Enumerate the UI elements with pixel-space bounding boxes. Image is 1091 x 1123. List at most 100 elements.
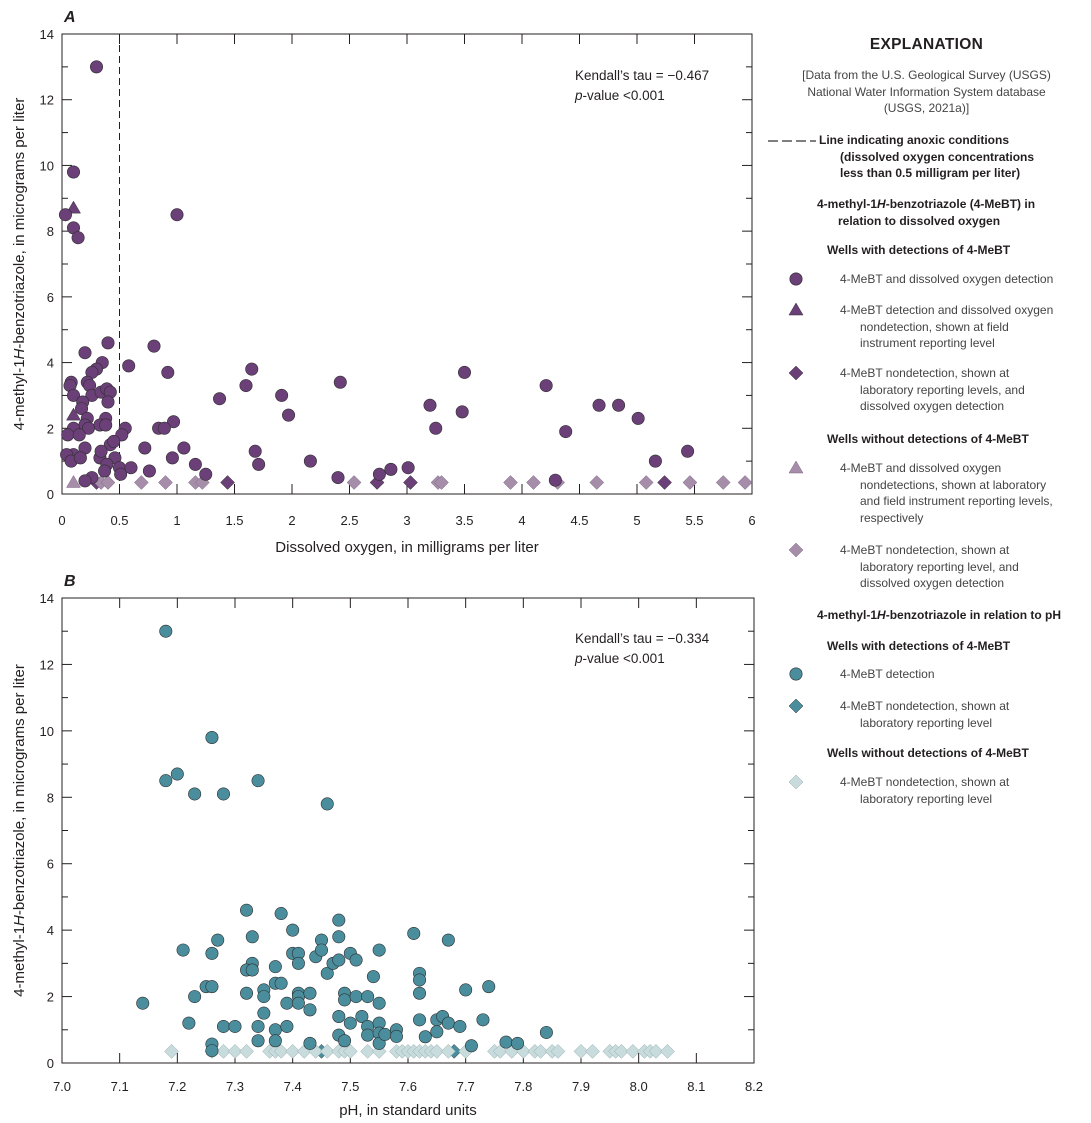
data-point-circle — [240, 903, 254, 917]
y-title-part: 4-methyl-1 — [11, 359, 28, 430]
legend-text: dissolved oxygen detection — [860, 576, 1005, 590]
data-point-circle — [71, 231, 85, 245]
data-point-circle — [78, 346, 92, 360]
data-point-circle — [240, 986, 254, 1000]
data-point-circle — [511, 1036, 525, 1050]
data-point-diamond — [133, 475, 149, 490]
x-tick-label: 3 — [403, 513, 410, 528]
data-point-circle — [124, 461, 138, 475]
legend-text: 4-MeBT and dissolved oxygen detection — [840, 272, 1054, 286]
data-point-diamond — [657, 475, 672, 490]
data-point-circle — [239, 379, 253, 393]
data-point-circle — [430, 1025, 444, 1039]
data-point-circle — [228, 1019, 242, 1033]
y-tick-label: 4 — [47, 923, 54, 938]
data-point-circle — [320, 797, 334, 811]
data-point-diamond — [342, 1044, 358, 1059]
y-tick-label: 10 — [40, 724, 54, 739]
data-point-circle — [274, 976, 288, 990]
data-point-circle — [90, 60, 104, 74]
legend-text: nondetection, shown at field — [860, 319, 1009, 334]
data-point-circle — [216, 787, 230, 801]
data-point-circle — [136, 996, 150, 1010]
x-tick-label: 4 — [518, 513, 525, 528]
data-point-circle — [286, 923, 300, 937]
data-point-circle — [384, 462, 398, 476]
data-point-circle — [453, 1019, 467, 1033]
dashed-line-symbol — [768, 140, 816, 142]
data-point-diamond — [625, 1044, 641, 1059]
data-point-circle — [338, 1034, 352, 1048]
y-tick-label: 6 — [47, 290, 54, 305]
panel-a: 0 0.5 1 1.5 2 2.5 3 3.5 4 4.5 5 5.5 6 0 2 4 6 8 10 12 14 Diss… — [11, 9, 756, 556]
x-tick-label: 8.0 — [630, 1079, 648, 1094]
x-tick-label: 7.7 — [457, 1079, 475, 1094]
data-point-circle — [252, 457, 266, 471]
x-tick-label: 7.6 — [399, 1079, 417, 1094]
y-title-part: H — [11, 348, 28, 359]
data-point-circle — [476, 1013, 490, 1027]
data-point-circle — [429, 421, 443, 435]
data-point-circle — [205, 730, 219, 744]
data-point-circle — [205, 946, 219, 960]
legend-ph-heading: 4-methyl-1H-benzotriazole in relation to… — [817, 608, 1062, 622]
legend-text: laboratory reporting level — [860, 791, 993, 806]
legend-dashed-line-entry: Line indicating anoxic conditions (disso… — [762, 132, 1091, 182]
data-point-circle — [205, 980, 219, 994]
data-point-circle — [407, 926, 421, 940]
kendall-tau: Kendall’s tau = −0.334 — [575, 631, 710, 646]
data-point-circle — [413, 1013, 427, 1027]
data-point-circle — [499, 1035, 513, 1049]
data-point-diamond — [638, 475, 654, 490]
data-point-circle — [539, 1025, 553, 1039]
panel-b: 7.0 7.1 7.2 7.3 7.4 7.5 7.6 7.7 7.8 7.9 8.0 8.1 8.2 0… — [11, 573, 763, 1119]
data-point-diamond — [285, 1044, 301, 1059]
legend-subheading: Wells without detections of 4-MeBT — [827, 746, 1029, 760]
data-point-circle — [73, 451, 87, 465]
data-point-circle — [251, 1034, 265, 1048]
p-value-p: p — [574, 651, 583, 666]
data-point-circle — [423, 398, 437, 412]
data-point-diamond — [403, 475, 418, 490]
legend-item: 4-MeBT nondetection, shown at laboratory … — [840, 542, 1090, 592]
data-point-circle — [213, 392, 227, 406]
data-point-circle — [413, 986, 427, 1000]
note-line: National Water Information System databa… — [807, 84, 1046, 99]
data-point-diamond — [737, 475, 753, 490]
legend-text: 4-MeBT detection — [840, 667, 935, 681]
data-point-circle — [216, 1019, 230, 1033]
data-point-diamond — [533, 1044, 548, 1059]
y-title-part: -benzotriazole, in micrograms per liter — [11, 98, 28, 349]
data-point-circle — [539, 379, 553, 393]
x-tick-label: 2 — [288, 513, 295, 528]
data-point-diamond — [660, 1044, 675, 1059]
data-point-diamond — [550, 1044, 566, 1059]
legend-do-heading: 4-methyl-1H-benzotriazole (4-MeBT) in re… — [817, 196, 1035, 229]
legend-item: 4-MeBT and dissolved oxygen nondetections… — [840, 460, 1090, 526]
data-point-circle — [280, 996, 294, 1010]
data-point-diamond — [239, 1044, 254, 1059]
x-tick-label: 1.5 — [225, 513, 243, 528]
data-point-circle — [58, 208, 72, 222]
legend-text: nondetections, shown at laboratory — [860, 477, 1047, 492]
legend-text: laboratory reporting level — [860, 715, 993, 730]
data-point-circle — [372, 467, 386, 481]
legend-symbols — [788, 272, 804, 790]
legend-text: 4-MeBT nondetection, shown at — [840, 699, 1010, 713]
x-tick-label: 7.2 — [168, 1079, 186, 1094]
x-tick-label: 7.9 — [572, 1079, 590, 1094]
p-value-rest: -value <0.001 — [583, 651, 665, 666]
data-point-circle — [182, 1016, 196, 1030]
data-point-diamond — [360, 1044, 375, 1059]
data-point-circle — [372, 996, 386, 1010]
legend-text: 4-MeBT and dissolved oxygen — [840, 461, 1002, 475]
data-point-circle — [648, 454, 662, 468]
data-point-diamond — [346, 475, 362, 490]
data-point-circle — [257, 1006, 271, 1020]
legend-heading-text: 4-methyl-1H-benzotriazole (4-MeBT) in — [817, 197, 1036, 211]
data-point-circle — [291, 956, 305, 970]
data-point-diamond — [682, 475, 698, 490]
legend-text: respectively — [860, 510, 924, 525]
y-axis-title: 4-methyl-1H-benzotriazole, in micrograms… — [11, 664, 28, 997]
data-point-circle — [122, 359, 136, 373]
